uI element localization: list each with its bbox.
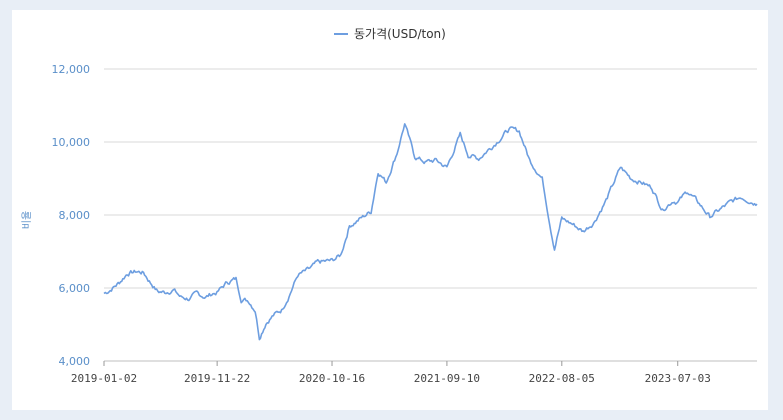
y-axis-ticks: 4,000 6,000 8,000 10,000 12,000 [52,63,91,368]
x-tick-label: 2020-10-16 [299,372,365,385]
series-lines [103,123,758,341]
y-tick-label: 6,000 [59,282,91,295]
x-axis: 2019-01-02 2019-11-22 2020-10-16 2021-09-10… [71,360,757,385]
y-tick-label: 8,000 [59,209,91,222]
grid-lines [104,68,757,289]
x-tick-label: 2019-01-02 [71,372,137,385]
x-tick-label: 2021-09-10 [414,372,480,385]
legend[interactable]: 동가격(USD/ton) [334,27,446,41]
x-tick-label: 2023-07-03 [645,372,711,385]
y-tick-label: 12,000 [52,63,91,76]
x-tick-label: 2022-08-05 [529,372,595,385]
y-tick-label: 10,000 [52,136,91,149]
legend-label: 동가격(USD/ton) [354,27,446,41]
y-tick-label: 4,000 [59,355,91,368]
y-axis-label: 비율 [21,211,33,229]
series-line-0 [103,123,758,341]
x-tick-label: 2019-11-22 [184,372,250,385]
chart-panel: 4,000 6,000 8,000 10,000 12,000 2019-01-02 20… [12,10,768,410]
